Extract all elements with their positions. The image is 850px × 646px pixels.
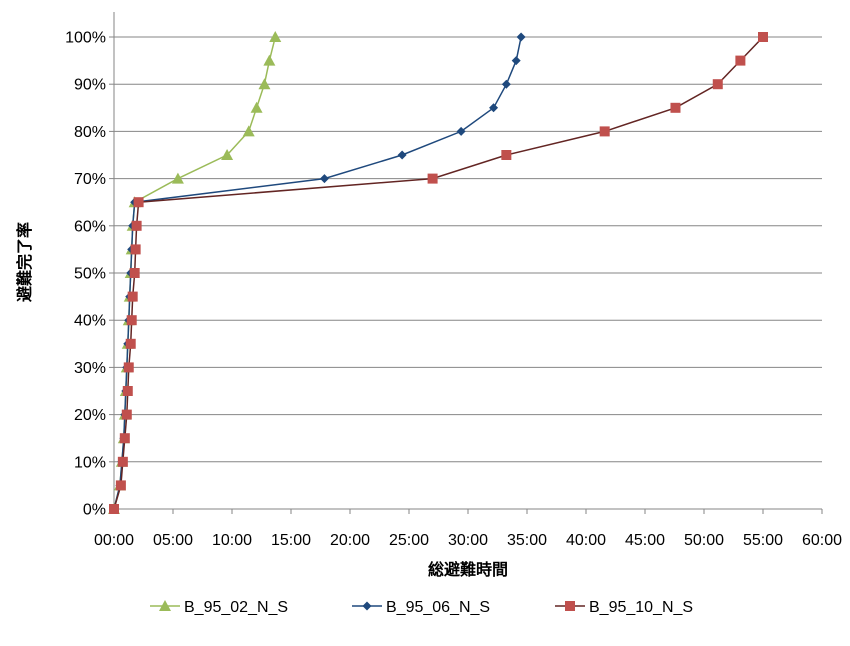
legend-marker bbox=[159, 600, 171, 611]
data-point bbox=[171, 172, 184, 184]
y-tick-label: 20% bbox=[74, 407, 106, 424]
legend-label: B_95_02_N_S bbox=[184, 599, 288, 616]
x-tick-label: 55:00 bbox=[743, 532, 783, 549]
data-point bbox=[456, 126, 466, 136]
y-tick-label: 100% bbox=[65, 30, 106, 47]
legend: B_95_02_N_S B_95_06_N_S B_95_10_N_S bbox=[150, 599, 693, 616]
data-point bbox=[269, 31, 282, 42]
x-tick-label: 10:00 bbox=[212, 532, 252, 549]
data-point bbox=[125, 338, 136, 349]
y-tick-label: 50% bbox=[74, 266, 106, 283]
x-tick-label: 50:00 bbox=[684, 532, 724, 549]
x-tick-label: 25:00 bbox=[389, 532, 429, 549]
series-group bbox=[108, 31, 768, 514]
y-tick-label: 60% bbox=[74, 218, 106, 235]
data-point bbox=[501, 150, 512, 160]
y-tick-label: 40% bbox=[74, 313, 106, 330]
gridlines bbox=[114, 36, 822, 463]
x-tick-label: 05:00 bbox=[153, 532, 193, 549]
axes bbox=[109, 12, 823, 514]
data-point bbox=[263, 54, 276, 66]
legend-item: B_95_02_N_S bbox=[150, 599, 288, 616]
legend-item: B_95_06_N_S bbox=[352, 599, 490, 616]
x-tick-label: 60:00 bbox=[802, 532, 842, 549]
data-point bbox=[123, 362, 134, 373]
x-tick-label: 15:00 bbox=[271, 532, 311, 549]
y-tick-label: 80% bbox=[74, 124, 106, 141]
data-point bbox=[121, 409, 132, 420]
data-point bbox=[242, 125, 255, 137]
data-point bbox=[319, 174, 329, 184]
data-point bbox=[758, 32, 768, 42]
series-B_95_10_N_S bbox=[109, 32, 768, 514]
data-point bbox=[131, 220, 142, 231]
data-point bbox=[221, 149, 234, 160]
legend-label: B_95_10_N_S bbox=[589, 599, 693, 616]
x-tick-label: 45:00 bbox=[625, 532, 665, 549]
data-point bbox=[511, 56, 521, 66]
y-tick-label: 0% bbox=[83, 502, 106, 519]
y-axis-title: 避難完了率 bbox=[15, 222, 34, 302]
y-tick-label: 10% bbox=[74, 454, 106, 471]
data-point bbox=[127, 291, 138, 302]
data-point bbox=[489, 103, 499, 113]
y-tick-label: 30% bbox=[74, 360, 106, 377]
x-tick-labels: 00:00 05:00 10:00 15:00 20:00 25:00 30:00 35:00… bbox=[94, 532, 842, 549]
legend-marker bbox=[362, 601, 372, 611]
data-point bbox=[712, 79, 723, 90]
data-point bbox=[117, 456, 128, 467]
legend-marker bbox=[565, 601, 575, 611]
x-tick-label: 30:00 bbox=[448, 532, 488, 549]
x-tick-label: 35:00 bbox=[507, 532, 547, 549]
data-point bbox=[501, 79, 511, 89]
y-tick-label: 90% bbox=[74, 77, 106, 94]
y-tick-label: 70% bbox=[74, 171, 106, 188]
legend-label: B_95_06_N_S bbox=[386, 599, 490, 616]
data-point bbox=[130, 244, 141, 255]
data-point bbox=[109, 504, 119, 514]
data-point bbox=[115, 480, 126, 491]
data-point bbox=[122, 386, 133, 396]
data-point bbox=[119, 433, 130, 444]
x-axis-title: 総避難時間 bbox=[428, 560, 508, 579]
x-tick-label: 00:00 bbox=[94, 532, 134, 549]
data-point bbox=[133, 197, 144, 208]
y-tick-labels: 0% 10% 20% 30% 40% 50% 60% 70% 80% 90% 100% bbox=[65, 30, 106, 519]
data-point bbox=[258, 78, 271, 90]
legend-item: B_95_10_N_S bbox=[555, 599, 693, 616]
x-tick-label: 20:00 bbox=[330, 532, 370, 549]
data-point bbox=[397, 150, 407, 160]
data-point bbox=[670, 102, 681, 113]
data-point bbox=[516, 32, 526, 42]
data-point bbox=[129, 268, 140, 278]
data-point bbox=[599, 126, 610, 137]
data-point bbox=[250, 101, 263, 113]
x-tick-label: 40:00 bbox=[566, 532, 606, 549]
data-point bbox=[427, 173, 438, 184]
data-point bbox=[735, 55, 746, 66]
data-point bbox=[126, 315, 137, 326]
